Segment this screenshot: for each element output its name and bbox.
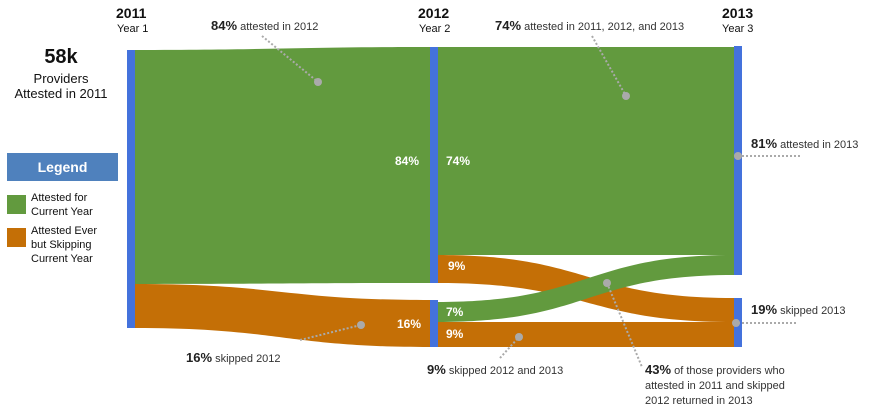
legend-text: but Skipping [31, 239, 92, 251]
annotation-84: 84% attested in 2012 [211, 18, 318, 33]
annotation-text: skipped 2012 and 2013 [448, 365, 564, 377]
flow-2012-to-2013-attested [438, 47, 734, 255]
annotation-43: 43% of those providers who attested in 2… [645, 362, 785, 408]
year-2011: 2011 [116, 5, 147, 21]
legend-swatch-skipping [7, 228, 26, 247]
flow-label-9a: 9% [448, 259, 466, 273]
flow-label-84: 84% [395, 154, 420, 168]
annotation-pct: 43% [645, 362, 672, 377]
annotation-text: attested in 2011 and skipped [645, 380, 785, 392]
node-2011 [127, 50, 135, 328]
leader-dots [314, 78, 742, 341]
summary-line2: Attested in 2011 [14, 86, 108, 101]
annotation-pct: 81% [751, 136, 778, 151]
legend-title: Legend [7, 153, 118, 181]
flow-label-74: 74% [446, 154, 471, 168]
flow-2012-to-2013-skipped [438, 322, 734, 347]
summary: 58k Providers Attested in 2011 [0, 46, 122, 101]
annotation-9: 9% skipped 2012 and 2013 [427, 362, 563, 377]
annotation-16: 16% skipped 2012 [186, 350, 281, 365]
legend-item-skipping: Attested Ever but Skipping Current Year [31, 224, 97, 266]
annotation-text: skipped 2013 [780, 305, 846, 317]
annotation-19: 19% skipped 2013 [751, 302, 846, 317]
annotation-pct: 84% [211, 18, 238, 33]
legend-text: Current Year [31, 206, 93, 218]
node-2013-attested [734, 46, 742, 275]
summary-count: 58k [44, 46, 78, 68]
legend-text: Attested for [31, 192, 88, 204]
annotation-text: of those providers who [674, 365, 785, 377]
annotation-text: 2012 returned in 2013 [645, 395, 753, 407]
node-2012-skipped [430, 300, 438, 347]
node-2012-attested [430, 47, 438, 283]
annotation-pct: 74% [495, 18, 522, 33]
year-2012: 2012 [418, 5, 450, 21]
annotation-text: attested in 2012 [240, 21, 319, 33]
flow-label-16: 16% [397, 317, 422, 331]
legend-swatch-attested [7, 195, 26, 214]
summary-line1: Providers [33, 71, 89, 86]
year-2013: 2013 [722, 5, 754, 21]
legend-item-attested: Attested for Current Year [31, 191, 93, 219]
legend-text: Attested Ever [31, 225, 98, 237]
flow-2011-to-2012-attested [135, 47, 430, 284]
annotation-text: attested in 2011, 2012, and 2013 [524, 21, 685, 33]
annotation-pct: 19% [751, 302, 778, 317]
flow-2011-to-2012-skipped [135, 284, 430, 347]
year-2011-label: Year 1 [117, 23, 149, 35]
legend-text: Current Year [31, 253, 93, 265]
annotation-pct: 9% [427, 362, 446, 377]
flow-label-9b: 9% [446, 327, 464, 341]
annotation-pct: 16% [186, 350, 213, 365]
annotation-74: 74% attested in 2011, 2012, and 2013 [495, 18, 684, 33]
year-2012-label: Year 2 [419, 23, 451, 35]
flow-label-7: 7% [446, 305, 464, 319]
leader-lines [261, 35, 800, 368]
annotation-81: 81% attested in 2013 [751, 136, 858, 151]
year-2013-label: Year 3 [722, 23, 754, 35]
annotation-text: skipped 2012 [215, 353, 281, 365]
flow-2012-skipped-to-2013-attested [438, 255, 734, 322]
annotation-text: attested in 2013 [780, 139, 859, 151]
